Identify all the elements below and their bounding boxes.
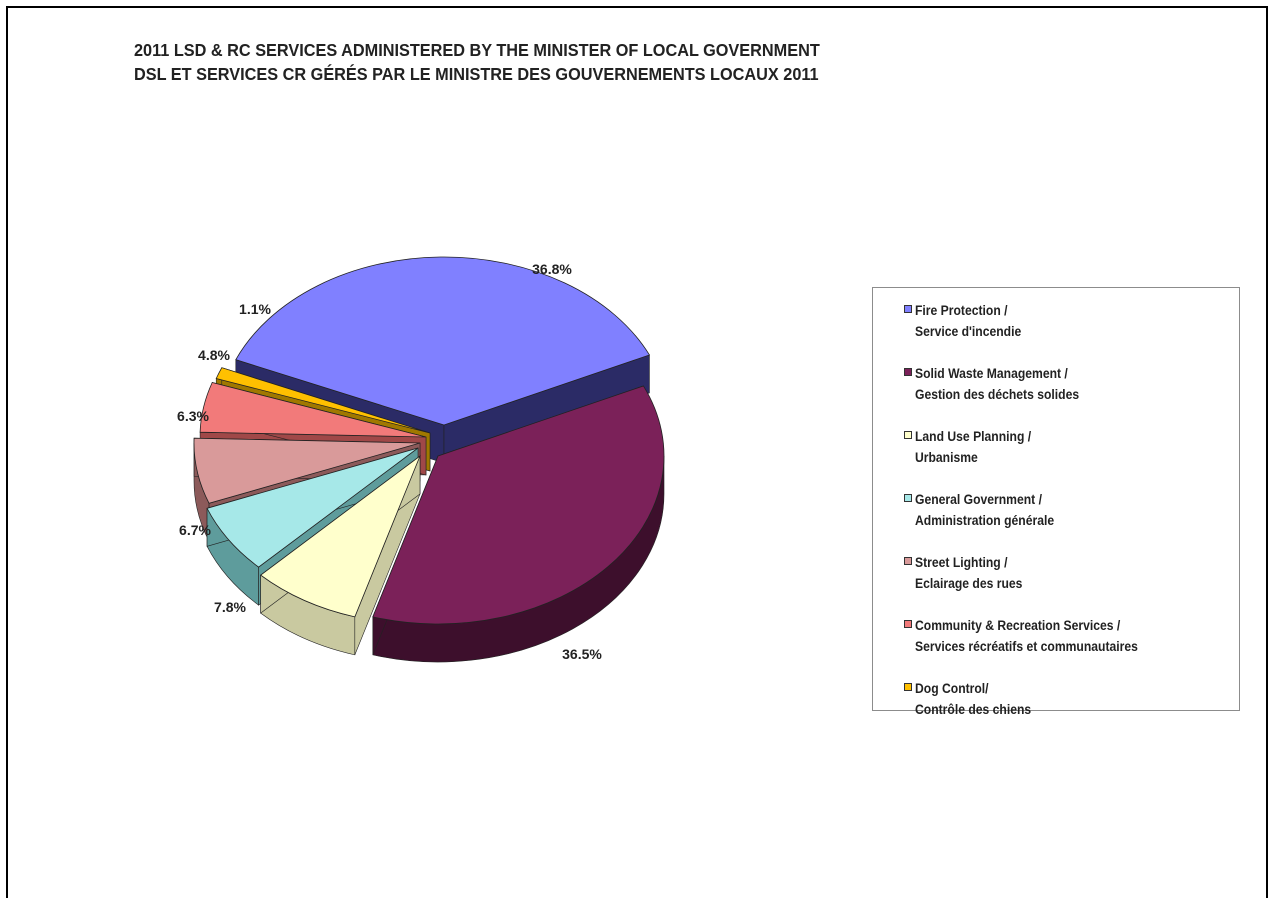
pie-slice [372, 385, 665, 625]
legend-label: Land Use Planning / [915, 429, 1032, 444]
legend-label-fr: Services récréatifs et communautaires [915, 639, 1138, 654]
legend-label-fr: Service d'incendie [915, 324, 1022, 339]
chart-subtitle: DSL ET SERVICES CR GÉRÉS PAR LE MINISTRE… [134, 64, 819, 84]
legend-label: General Government / [915, 492, 1042, 507]
legend-label-fr: Contrôle des chiens [915, 702, 1032, 717]
data-label: 36.8% [532, 261, 572, 277]
legend-swatch [904, 494, 912, 502]
legend-item: Fire Protection / Service d'incendie [904, 300, 1033, 342]
pie-slice [206, 447, 419, 568]
data-label: 6.7% [179, 522, 211, 538]
legend-item: Land Use Planning / Urbanisme [904, 426, 1044, 468]
legend-swatch [904, 305, 912, 313]
pie-slice [193, 437, 421, 504]
legend-swatch [904, 557, 912, 565]
chart-title: 2011 LSD & RC SERVICES ADMINISTERED BY T… [134, 40, 820, 60]
legend-swatch [904, 368, 912, 376]
pie-slice [199, 382, 427, 438]
legend-label: Community & Recreation Services / [915, 618, 1121, 633]
legend-label-fr: Eclairage des rues [915, 576, 1023, 591]
legend-swatch [904, 431, 912, 439]
legend-label-fr: Administration générale [915, 513, 1055, 528]
legend-label: Solid Waste Management / [915, 366, 1068, 381]
chart-legend: Fire Protection / Service d'incendie Solid… [872, 287, 1240, 717]
data-label: 6.3% [177, 408, 209, 424]
legend-label: Street Lighting / [915, 555, 1008, 570]
legend-label-fr: Gestion des déchets solides [915, 387, 1080, 402]
legend-label: Fire Protection / [915, 303, 1008, 318]
data-label: 7.8% [214, 599, 246, 615]
pie-slice [215, 367, 431, 434]
data-label: 4.8% [198, 347, 230, 363]
legend-swatch [904, 683, 912, 691]
legend-item: Solid Waste Management / Gestion des déch… [904, 363, 1097, 405]
legend-item: General Government / Administration génér… [904, 489, 1070, 531]
legend-item: Street Lighting / Eclairage des rues [904, 552, 1034, 594]
legend-item: Dog Control/Contrôle des chiens [904, 678, 1044, 720]
legend-item: Community & Recreation Services / Service… [904, 615, 1163, 657]
legend-label-fr: Urbanisme [915, 450, 978, 465]
pie-slice [235, 256, 651, 426]
legend-label: Dog Control/ [915, 681, 989, 696]
pie-slice [259, 454, 421, 618]
data-label: 1.1% [239, 301, 271, 317]
legend-swatch [904, 620, 912, 628]
chart-frame [6, 6, 1268, 898]
data-label: 36.5% [562, 646, 602, 662]
